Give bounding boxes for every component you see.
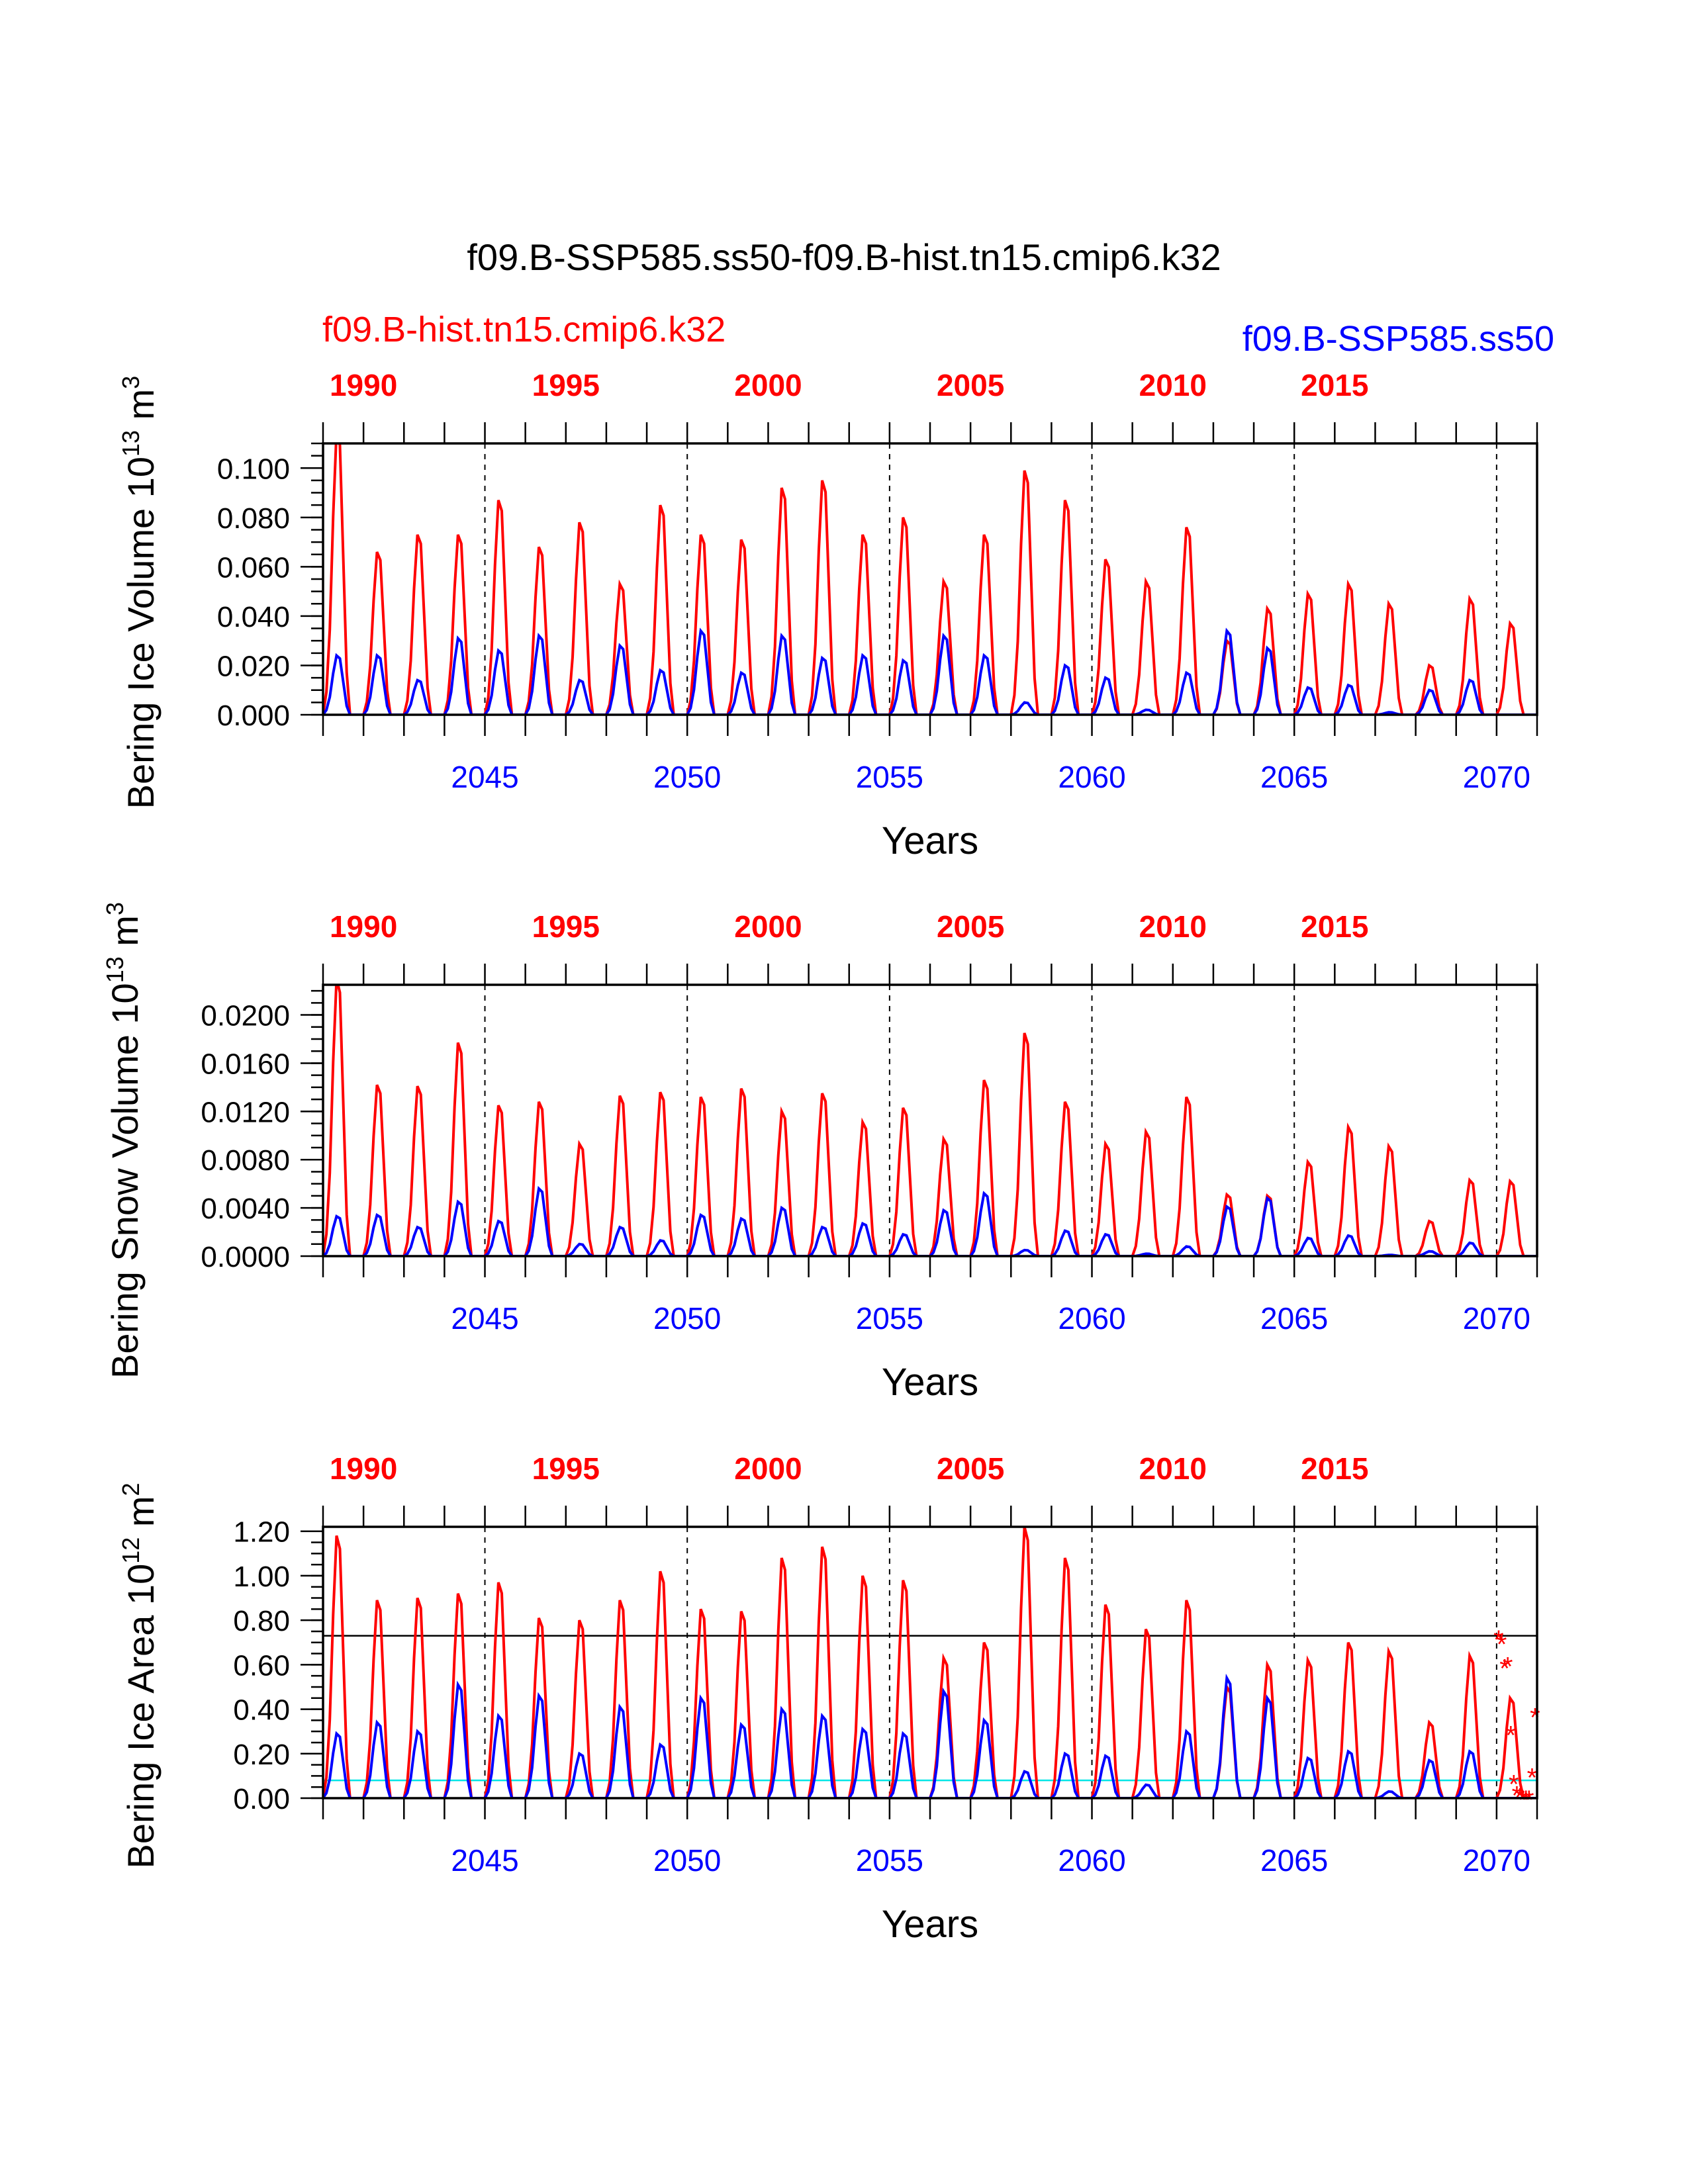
y-tick-label: 0.0040 [201,1193,290,1225]
y-tick-label: 0.0080 [201,1144,290,1177]
chart-panel-2: 2045 2050 2055 2060 2065 2070 1990 1995 2000 2005… [101,902,1538,1404]
plot-frame [322,983,1538,1257]
x-tick-label-top: 2010 [1139,909,1207,944]
y-axis-title-exponent: 12 [117,1537,144,1564]
x-tick-label-top: 2005 [937,1451,1004,1486]
x-tick-label-bottom: 2045 [451,1843,518,1878]
x-tick-label-top: 2005 [937,909,1004,944]
figure-title: f09.B-SSP585.ss50-f09.B-hist.tn15.cmip6.… [467,236,1221,278]
x-tick-label-bottom: 2060 [1058,760,1125,794]
star-marker: * [1518,1786,1528,1815]
x-tick-label-top: 1990 [330,1451,397,1486]
y-tick-label: 0.100 [217,453,290,485]
y-axis-title-unit: m [104,915,146,956]
y-tick-label: 0.0120 [201,1096,290,1128]
star-marker: * [1497,1630,1507,1659]
x-tick-label-top: 2015 [1301,909,1368,944]
x-axis-title: Years [882,819,978,862]
y-tick-label: 0.0160 [201,1048,290,1080]
y-axis-title-unit-exponent: 3 [117,376,144,389]
x-tick-label-bottom: 2045 [451,760,518,794]
x-tick-label-top: 2010 [1139,368,1207,402]
x-tick-label-bottom: 2045 [451,1301,518,1336]
x-tick-label-top: 2005 [937,368,1004,402]
y-axis-title-unit-exponent: 3 [101,902,128,915]
y-axis-title-text: Bering Snow Volume 10 [104,983,146,1379]
star-marker: * [1505,1721,1516,1751]
x-tick-label-top: 2000 [734,368,802,402]
chart-panel-1: 2045 2050 2055 2060 2065 2070 1990 1995 2000 2005… [117,368,1538,862]
x-tick-label-bottom: 2055 [856,1843,923,1878]
y-axis-title-unit: m [120,1496,162,1537]
x-tick-label-bottom: 2055 [856,760,923,794]
x-tick-label-top: 2015 [1301,1451,1368,1486]
y-tick-label: 1.20 [233,1516,290,1549]
star-marker: * [1503,1652,1513,1681]
x-tick-label-bottom: 2065 [1260,1843,1328,1878]
y-axis-title-text: Bering Ice Volume 10 [120,457,162,809]
x-tick-label-top: 2010 [1139,1451,1207,1486]
chart-panel-3: *************2045 2050 2055 2060 2065 2070199… [117,1451,1540,1946]
x-tick-label-top: 1995 [532,909,600,944]
x-tick-label-top: 2000 [734,1451,802,1486]
star-marker: * [1527,1763,1538,1792]
x-tick-label-bottom: 2050 [653,1843,721,1878]
y-tick-label: 1.00 [233,1561,290,1593]
y-tick-label: 0.60 [233,1649,290,1682]
y-tick-label: 0.080 [217,502,290,535]
y-axis-title-exponent: 13 [101,956,128,983]
panels: 2045 2050 2055 2060 2065 2070 1990 1995 2000 2005… [101,368,1540,1946]
star-marker: * [1521,1786,1531,1815]
x-tick-label-bottom: 2060 [1058,1843,1125,1878]
x-axis-title: Years [882,1361,978,1404]
star-marker: * [1512,1781,1523,1810]
star-marker: * [1493,1625,1504,1655]
x-tick-label-bottom: 2070 [1463,1843,1530,1878]
x-tick-label-top: 2000 [734,909,802,944]
x-tick-label-bottom: 2070 [1463,1301,1530,1336]
legend-hist-label: f09.B-hist.tn15.cmip6.k32 [322,310,726,349]
x-tick-label-top: 2015 [1301,368,1368,402]
x-tick-label-bottom: 2065 [1260,760,1328,794]
y-axis-title-text: Bering Ice Area 10 [120,1564,162,1869]
y-tick-label: 0.00 [233,1783,290,1815]
y-tick-label: 0.0200 [201,1000,290,1032]
x-tick-label-bottom: 2070 [1463,760,1530,794]
y-tick-label: 0.020 [217,650,290,682]
x-tick-label-bottom: 2065 [1260,1301,1328,1336]
x-axis-title: Years [882,1903,978,1946]
x-tick-label-bottom: 2050 [653,1301,721,1336]
star-marker: * [1499,1655,1510,1684]
y-tick-label: 0.20 [233,1739,290,1771]
y-axis-title-unit-exponent: 2 [117,1482,144,1496]
x-tick-label-bottom: 2055 [856,1301,923,1336]
x-tick-label-top: 1995 [532,1451,600,1486]
y-axis-title: Bering Ice Volume 1013 m3 [117,376,162,809]
star-marker: * [1509,1770,1519,1799]
y-axis-title-unit: m [120,389,162,430]
y-tick-label: 0.040 [217,601,290,633]
y-axis-title: Bering Ice Area 1012 m2 [117,1482,162,1868]
x-tick-label-top: 1990 [330,909,397,944]
y-tick-label: 0.060 [217,551,290,584]
star-marker: * [1524,1786,1534,1815]
series-line-hist [323,985,1537,1256]
legend-ssp-label: f09.B-SSP585.ss50 [1243,319,1554,359]
star-marker: * [1530,1704,1540,1733]
y-tick-label: 0.80 [233,1605,290,1637]
x-tick-label-bottom: 2050 [653,760,721,794]
y-axis-title: Bering Snow Volume 1013 m3 [101,902,146,1379]
y-tick-label: 0.0000 [201,1241,290,1273]
x-tick-label-top: 1990 [330,368,397,402]
y-tick-label: 0.40 [233,1694,290,1727]
x-tick-label-bottom: 2060 [1058,1301,1125,1336]
y-tick-label: 0.000 [217,700,290,732]
y-axis-title-exponent: 13 [117,430,144,457]
x-tick-label-top: 1995 [532,368,600,402]
